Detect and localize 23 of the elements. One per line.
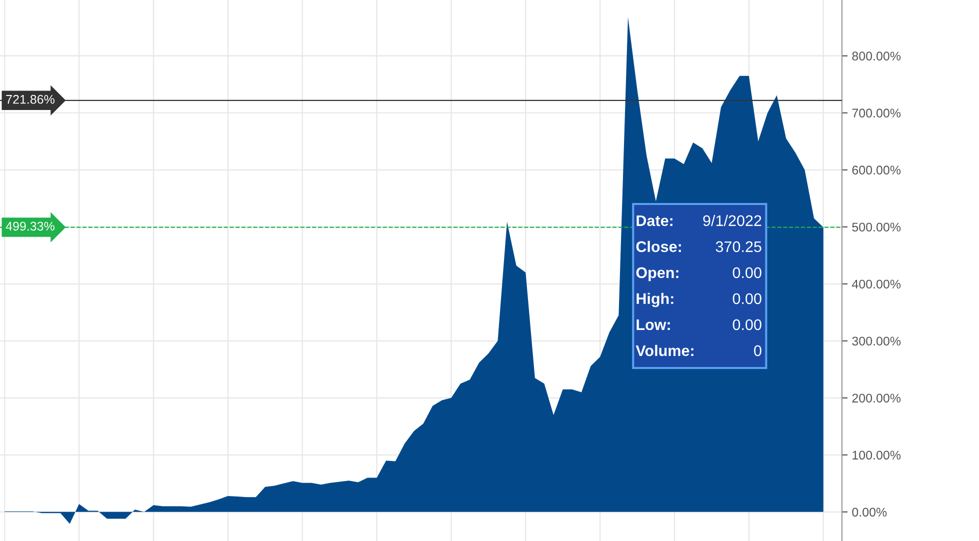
annotation: Close: <box>636 240 681 252</box>
annotation: 9/1/2022 <box>703 214 762 226</box>
ref-line-label: 721.86% <box>6 94 54 104</box>
y-tick-label: 800.00% <box>852 52 901 61</box>
annotation: Low: <box>636 319 670 330</box>
annotation: Open: <box>636 267 678 282</box>
annotation: 0.00 <box>732 319 762 330</box>
y-tick-label: 400.00% <box>852 280 901 289</box>
annotation: Volume: <box>636 344 694 356</box>
y-tick-label: 700.00% <box>852 108 901 118</box>
y-tick-label: 300.00% <box>852 336 901 346</box>
y-tick-label: 500.00% <box>852 222 901 232</box>
annotation: Date: <box>636 215 672 226</box>
annotation: 0.00 <box>732 293 762 304</box>
y-tick-label: 0.00% <box>852 508 887 517</box>
annotation: 0 <box>754 345 762 356</box>
y-tick-label: 600.00% <box>852 166 901 175</box>
y-tick-label: 200.00% <box>852 394 901 403</box>
y-tick-label: 100.00% <box>852 450 901 460</box>
annotation: 370.25 <box>716 241 762 252</box>
ref-line-label: 499.33% <box>6 222 54 231</box>
annotation: 0.00 <box>732 267 762 278</box>
annotation: High: <box>636 292 674 308</box>
